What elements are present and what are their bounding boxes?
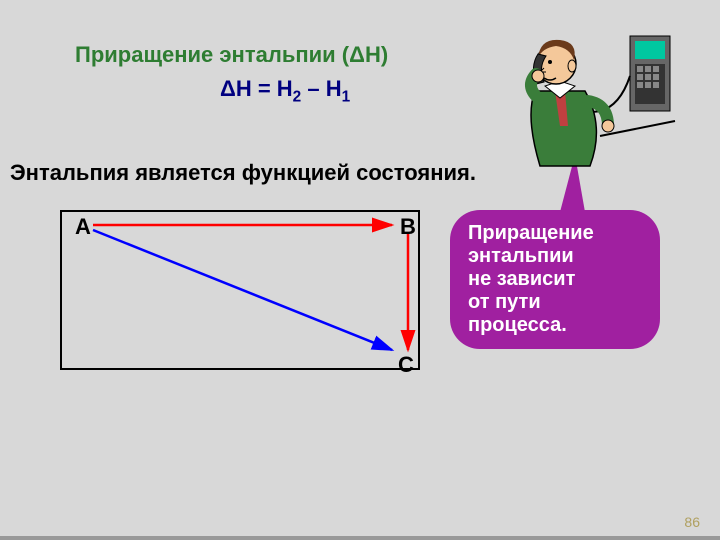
bubble-line-2: не зависит <box>468 268 642 291</box>
title-part2: H) <box>365 42 388 67</box>
bubble-line-0: Приращение <box>468 222 642 245</box>
vertex-A: A <box>75 214 91 240</box>
vertex-B: B <box>400 214 416 240</box>
bubble-line-4: процесса. <box>468 314 642 337</box>
title-text: Приращение энтальпии (ΔH) <box>75 42 388 68</box>
title-delta: Δ <box>349 42 365 67</box>
bottom-shadow <box>0 536 720 540</box>
bubble-line-3: от пути <box>468 291 642 314</box>
title-part1: Приращение энтальпии ( <box>75 42 349 67</box>
page-number: 86 <box>684 514 700 530</box>
vertex-C: C <box>398 352 414 378</box>
formula-sub1: 1 <box>342 88 351 105</box>
person-on-phone-icon <box>500 26 680 191</box>
statement-text: Энтальпия является функцией состояния. <box>10 160 476 186</box>
diagram-box <box>60 210 420 370</box>
speech-bubble: Приращение энтальпии не зависит от пути … <box>450 210 660 349</box>
formula-delta: Δ <box>220 76 236 101</box>
formula-sub2: 2 <box>293 88 302 105</box>
formula-minus: – H <box>301 76 341 101</box>
bubble-line-1: энтальпии <box>468 245 642 268</box>
formula-text: ΔH = H2 – H1 <box>220 76 350 106</box>
formula-eq: H = H <box>236 76 293 101</box>
